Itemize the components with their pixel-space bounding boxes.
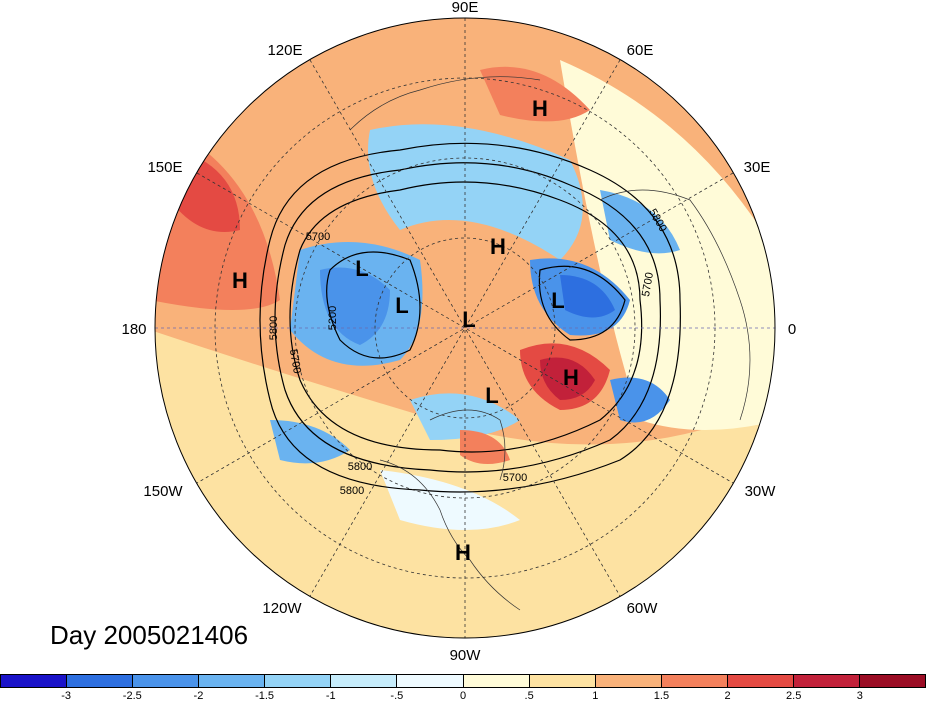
- lon-label-180: 180: [121, 321, 146, 338]
- colorbar-tick-label: -2.5: [122, 690, 142, 702]
- pressure-center-h: H: [232, 268, 248, 293]
- colorbar-segment: [133, 675, 200, 687]
- colorbar-tick-label: -2: [193, 690, 204, 702]
- pressure-center-h: H: [490, 234, 506, 259]
- lon-label-120w: 120W: [262, 600, 302, 617]
- pressure-center-l: L: [395, 293, 408, 318]
- colorbar-tick-label: 1: [592, 690, 599, 702]
- colorbar-tick-label: 3: [856, 690, 863, 702]
- lon-label-120e: 120E: [267, 42, 302, 59]
- colorbar-tick-labels: -3 -2.5 -2 -1.5 -1 -.5 0 .5 1 1.5 2 2.5 3: [0, 690, 928, 704]
- map-boundary: [154, 17, 776, 639]
- colorbar-tick-label: 0: [459, 690, 467, 702]
- contour-label: 5700: [287, 348, 303, 374]
- contour-label: 5800: [340, 485, 364, 497]
- colorbar-tick-label: .5: [524, 690, 534, 702]
- lon-label-60e: 60E: [627, 42, 654, 59]
- colorbar-segment: [1, 675, 68, 687]
- pressure-center-l: L: [355, 256, 368, 281]
- lon-label-150e: 150E: [147, 159, 182, 176]
- colorbar-tick-label: -1.5: [255, 690, 275, 702]
- colorbar: [0, 674, 926, 688]
- colorbar-segment: [727, 675, 794, 687]
- pressure-center-h: H: [455, 540, 471, 565]
- pressure-center-h: H: [532, 96, 548, 121]
- lon-label-30e: 30E: [744, 159, 771, 176]
- contour-label: 5800: [348, 461, 372, 473]
- colorbar-segment: [595, 675, 662, 687]
- colorbar-segment: [661, 675, 728, 687]
- colorbar-tick-label: -3: [61, 690, 72, 702]
- colorbar-segment: [67, 675, 134, 687]
- colorbar-segment: [793, 675, 861, 687]
- colorbar-segment: [331, 675, 398, 687]
- contour-label: 5200: [327, 306, 339, 330]
- graticule: [155, 18, 775, 638]
- colorbar-tick-label: 2: [724, 690, 731, 702]
- contour-label: 5700: [503, 472, 527, 484]
- lon-label-150w: 150W: [143, 483, 183, 500]
- contour-label: 5700: [640, 271, 656, 297]
- coastlines: [349, 76, 751, 611]
- lon-label-60w: 60W: [627, 600, 659, 617]
- colorbar-segment: [199, 675, 266, 687]
- pressure-center-h: H: [563, 365, 579, 390]
- colorbar-segment: [397, 675, 464, 687]
- map-title: Day 2005021406: [50, 620, 249, 650]
- colorbar-segment: [265, 675, 332, 687]
- pressure-center-l: L: [551, 288, 564, 313]
- colorbar-tick-label: -.5: [390, 690, 404, 702]
- colorbar-segment: [463, 675, 530, 687]
- height-contours: [259, 142, 681, 493]
- pressure-center-l: L: [462, 307, 475, 332]
- lon-label-90e: 90E: [452, 0, 479, 16]
- lon-label-30w: 30W: [745, 483, 777, 500]
- colorbar-tick-label: -1: [325, 690, 336, 702]
- colorbar-tick-label: 1.5: [653, 690, 670, 702]
- lon-label-0: 0: [788, 321, 796, 338]
- contour-label: 5800: [268, 316, 280, 340]
- colorbar-tick-label: 2.5: [786, 690, 802, 702]
- pressure-center-l: L: [485, 383, 498, 408]
- colorbar-segment: [860, 675, 926, 687]
- lon-label-90w: 90W: [450, 647, 482, 664]
- contour-label: 5700: [306, 231, 330, 243]
- colorbar-segment: [529, 675, 596, 687]
